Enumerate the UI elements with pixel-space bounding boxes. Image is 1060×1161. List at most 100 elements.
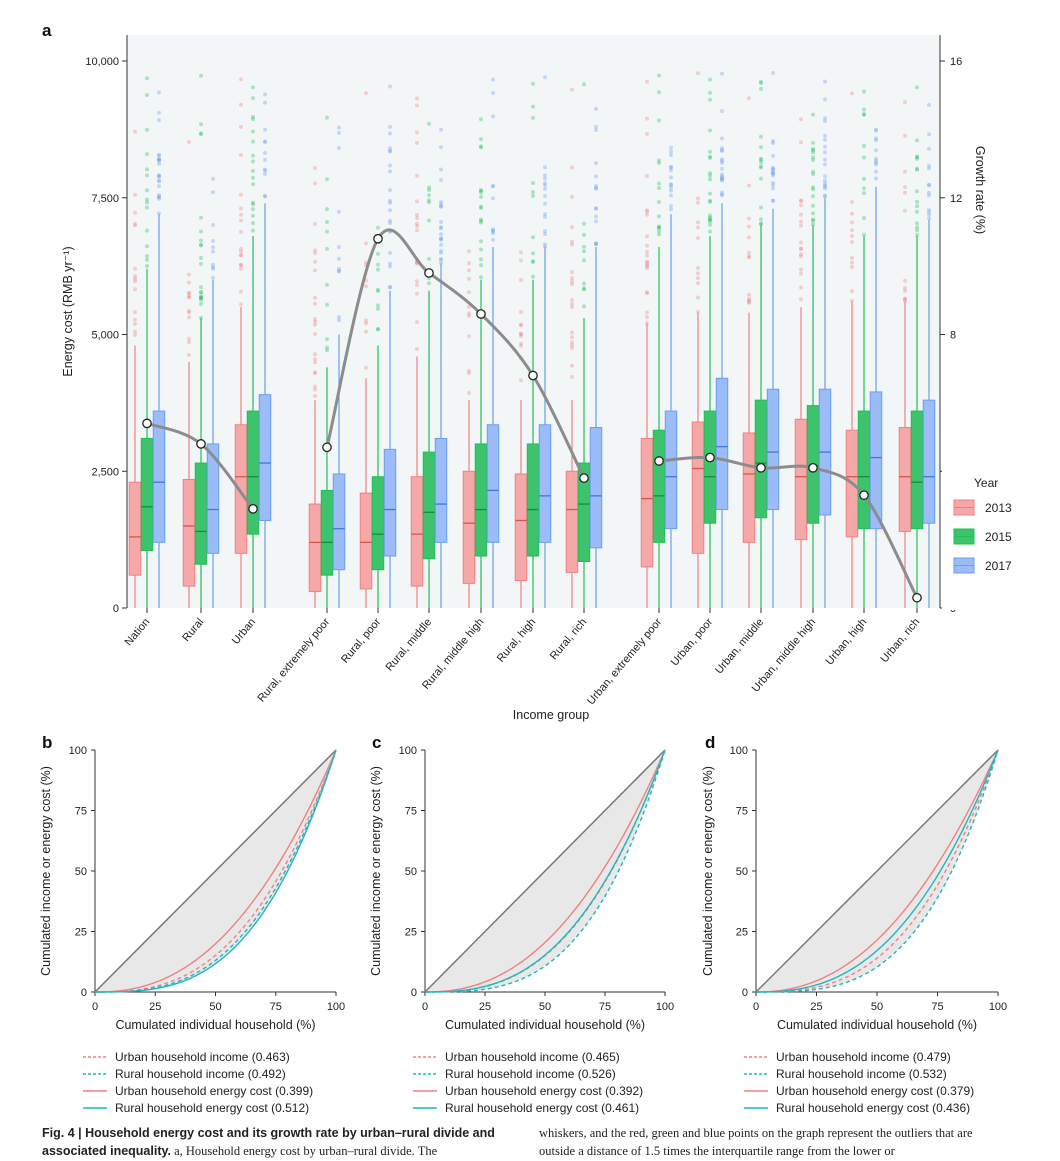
outlier-point [669, 185, 673, 190]
outlier-point [491, 184, 495, 189]
outlier-point [850, 260, 854, 265]
outlier-point [582, 304, 586, 309]
outlier-point [708, 128, 712, 133]
outlier-point [388, 146, 392, 151]
outlier-point [364, 318, 368, 323]
outlier-point [251, 213, 255, 218]
outlier-point [759, 145, 763, 150]
outlier-point [708, 90, 712, 95]
lorenz-legend-label: Rural household energy cost (0.436) [776, 1101, 970, 1115]
outlier-point [313, 317, 317, 322]
outlier-point [325, 302, 329, 307]
outlier-point [570, 363, 574, 368]
outlier-point [388, 198, 392, 203]
outlier-point [915, 221, 919, 226]
outlier-point [467, 268, 471, 273]
outlier-point [157, 196, 161, 201]
growth-rate-line [325, 228, 586, 479]
outlier-point [145, 254, 149, 259]
box-2017 [589, 426, 603, 549]
outlier-point [199, 255, 203, 260]
outlier-point [531, 180, 535, 185]
outlier-point [720, 177, 724, 182]
outlier-point [439, 204, 443, 209]
lorenz-x-title: Cumulated individual household (%) [115, 1018, 315, 1032]
outlier-point [696, 71, 700, 76]
outlier-point [799, 212, 803, 217]
outlier-point [669, 193, 673, 198]
outlier-point [799, 297, 803, 302]
outlier-point [251, 115, 255, 120]
outlier-point [187, 315, 191, 320]
outlier-point [811, 222, 815, 227]
outlier-point [187, 291, 191, 296]
outlier-point [645, 310, 649, 315]
outlier-point [251, 182, 255, 187]
lorenz-legend-label: Urban household income (0.463) [115, 1050, 290, 1064]
box-2013 [462, 470, 476, 584]
outlier-point [915, 199, 919, 204]
outlier-point [708, 222, 712, 227]
outlier-point [915, 85, 919, 90]
outlier-point [415, 212, 419, 217]
outlier-point [157, 195, 161, 200]
outlier-point [771, 198, 775, 203]
outlier-point [439, 204, 443, 209]
outlier-point [850, 298, 854, 303]
y-tick-label: 0 [113, 603, 119, 615]
outlier-point [145, 197, 149, 202]
outlier-point [850, 256, 854, 261]
outlier-point [531, 259, 535, 264]
outlier-point [211, 266, 215, 271]
outlier-point [747, 96, 751, 101]
box-2017 [152, 410, 166, 543]
outlier-point [582, 232, 586, 237]
outlier-point [199, 297, 203, 302]
outlier-point [823, 133, 827, 138]
outlier-point [927, 163, 931, 168]
outlier-point [415, 282, 419, 287]
outlier-point [187, 294, 191, 299]
outlier-point [811, 155, 815, 160]
lorenz-y-tick-label: 50 [736, 866, 748, 878]
lorenz-x-tick-label: 0 [92, 1001, 98, 1013]
outlier-point [491, 114, 495, 119]
outlier-point [479, 204, 483, 209]
outlier-point [337, 125, 341, 130]
x-tick-label: Rural, high [495, 616, 538, 664]
lorenz-y-tick-label: 50 [405, 866, 417, 878]
outlier-point [747, 254, 751, 259]
outlier-point [927, 103, 931, 108]
outlier-point [415, 347, 419, 352]
outlier-point [337, 245, 341, 250]
outlier-point [720, 172, 724, 177]
lorenz-y-tick-label: 25 [736, 927, 748, 939]
outlier-point [915, 232, 919, 237]
outlier-point [696, 236, 700, 241]
outlier-point [313, 384, 317, 389]
outlier-point [199, 215, 203, 220]
outlier-point [771, 165, 775, 170]
outlier-point [388, 131, 392, 136]
outlier-point [645, 291, 649, 296]
outlier-point [531, 193, 535, 198]
box-2015 [857, 410, 871, 530]
outlier-point [337, 315, 341, 320]
outlier-point [927, 183, 931, 188]
outlier-point [850, 211, 854, 216]
outlier-point [543, 186, 547, 191]
outlier-point [903, 278, 907, 283]
y-axis-title: Energy cost (RMB yr⁻¹) [61, 246, 75, 376]
lorenz-legend-label: Urban household income (0.479) [776, 1050, 951, 1064]
lorenz-curve [755, 749, 999, 993]
outlier-point [251, 153, 255, 158]
outlier-point [645, 208, 649, 213]
outlier-point [915, 154, 919, 159]
lorenz-y-tick-label: 25 [75, 927, 87, 939]
outlier-point [467, 276, 471, 281]
outlier-point [799, 117, 803, 122]
outlier-point [157, 173, 161, 178]
outlier-point [582, 221, 586, 226]
outlier-point [337, 318, 341, 323]
